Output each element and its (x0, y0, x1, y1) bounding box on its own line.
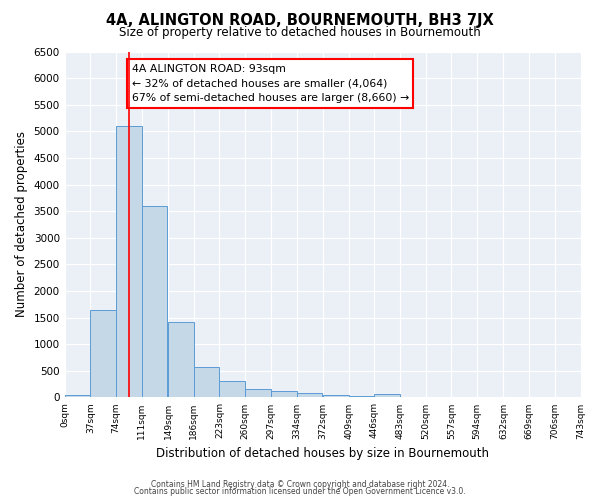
Text: 4A, ALINGTON ROAD, BOURNEMOUTH, BH3 7JX: 4A, ALINGTON ROAD, BOURNEMOUTH, BH3 7JX (106, 12, 494, 28)
Bar (271, 391, 296, 398)
Bar (323, 395, 349, 398)
Bar (349, 396, 374, 398)
Bar (296, 392, 322, 398)
Text: Contains HM Land Registry data © Crown copyright and database right 2024.: Contains HM Land Registry data © Crown c… (151, 480, 449, 489)
Text: 4A ALINGTON ROAD: 93sqm
← 32% of detached houses are smaller (4,064)
67% of semi: 4A ALINGTON ROAD: 93sqm ← 32% of detache… (132, 64, 409, 103)
Bar (245, 390, 271, 398)
Y-axis label: Number of detached properties: Number of detached properties (15, 132, 28, 318)
X-axis label: Distribution of detached houses by size in Bournemouth: Distribution of detached houses by size … (156, 447, 489, 460)
Bar (142, 206, 167, 398)
Bar (220, 382, 245, 398)
Bar (374, 394, 400, 398)
Bar (194, 366, 220, 398)
Bar (91, 310, 116, 398)
Bar (168, 322, 194, 398)
Bar (116, 126, 142, 398)
Text: Contains public sector information licensed under the Open Government Licence v3: Contains public sector information licen… (134, 488, 466, 496)
Bar (65, 395, 91, 398)
Text: Size of property relative to detached houses in Bournemouth: Size of property relative to detached ho… (119, 26, 481, 39)
